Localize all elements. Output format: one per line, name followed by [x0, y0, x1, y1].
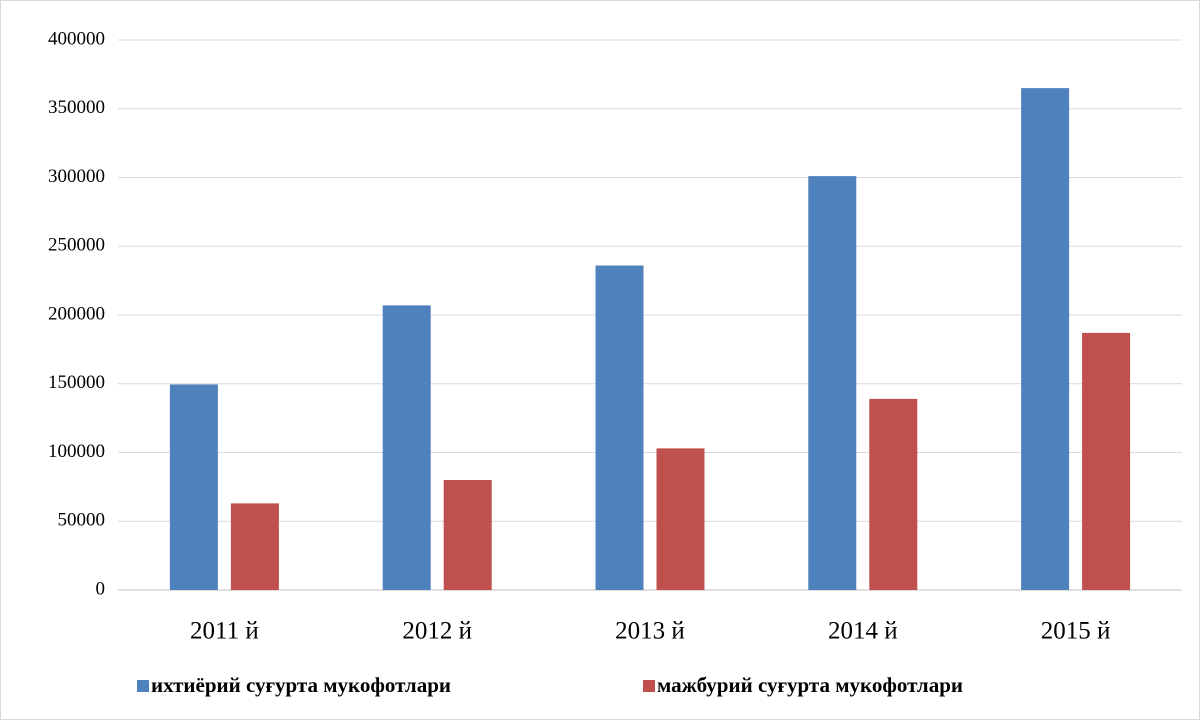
y-tick-label: 0	[96, 578, 106, 599]
bar	[230, 503, 279, 590]
bar	[869, 398, 918, 590]
legend-swatch	[643, 680, 655, 692]
y-tick-label: 400000	[48, 28, 105, 49]
bar	[656, 448, 705, 590]
y-tick-label: 200000	[48, 303, 105, 324]
bar	[595, 265, 644, 590]
legend-label: мажбурий суғурта мукофотлари	[657, 673, 963, 697]
y-tick-label: 50000	[58, 510, 106, 531]
legend-label: ихтиёрий суғурта мукофотлари	[151, 673, 451, 697]
bar	[1021, 88, 1070, 590]
bar	[808, 176, 857, 590]
y-tick-label: 250000	[48, 235, 105, 256]
x-tick-label: 2013 й	[615, 618, 685, 645]
bar	[443, 480, 492, 590]
y-tick-label: 350000	[48, 97, 105, 118]
y-tick-label: 100000	[48, 441, 105, 462]
x-tick-label: 2014 й	[828, 618, 898, 645]
legend-swatch	[137, 680, 149, 692]
y-tick-label: 300000	[48, 166, 105, 187]
bar	[382, 305, 431, 590]
bar	[1082, 332, 1131, 590]
x-tick-label: 2012 й	[402, 618, 472, 645]
x-tick-label: 2015 й	[1041, 618, 1111, 645]
bar	[169, 384, 218, 590]
y-tick-label: 150000	[48, 372, 105, 393]
x-tick-label: 2011 й	[190, 618, 259, 645]
